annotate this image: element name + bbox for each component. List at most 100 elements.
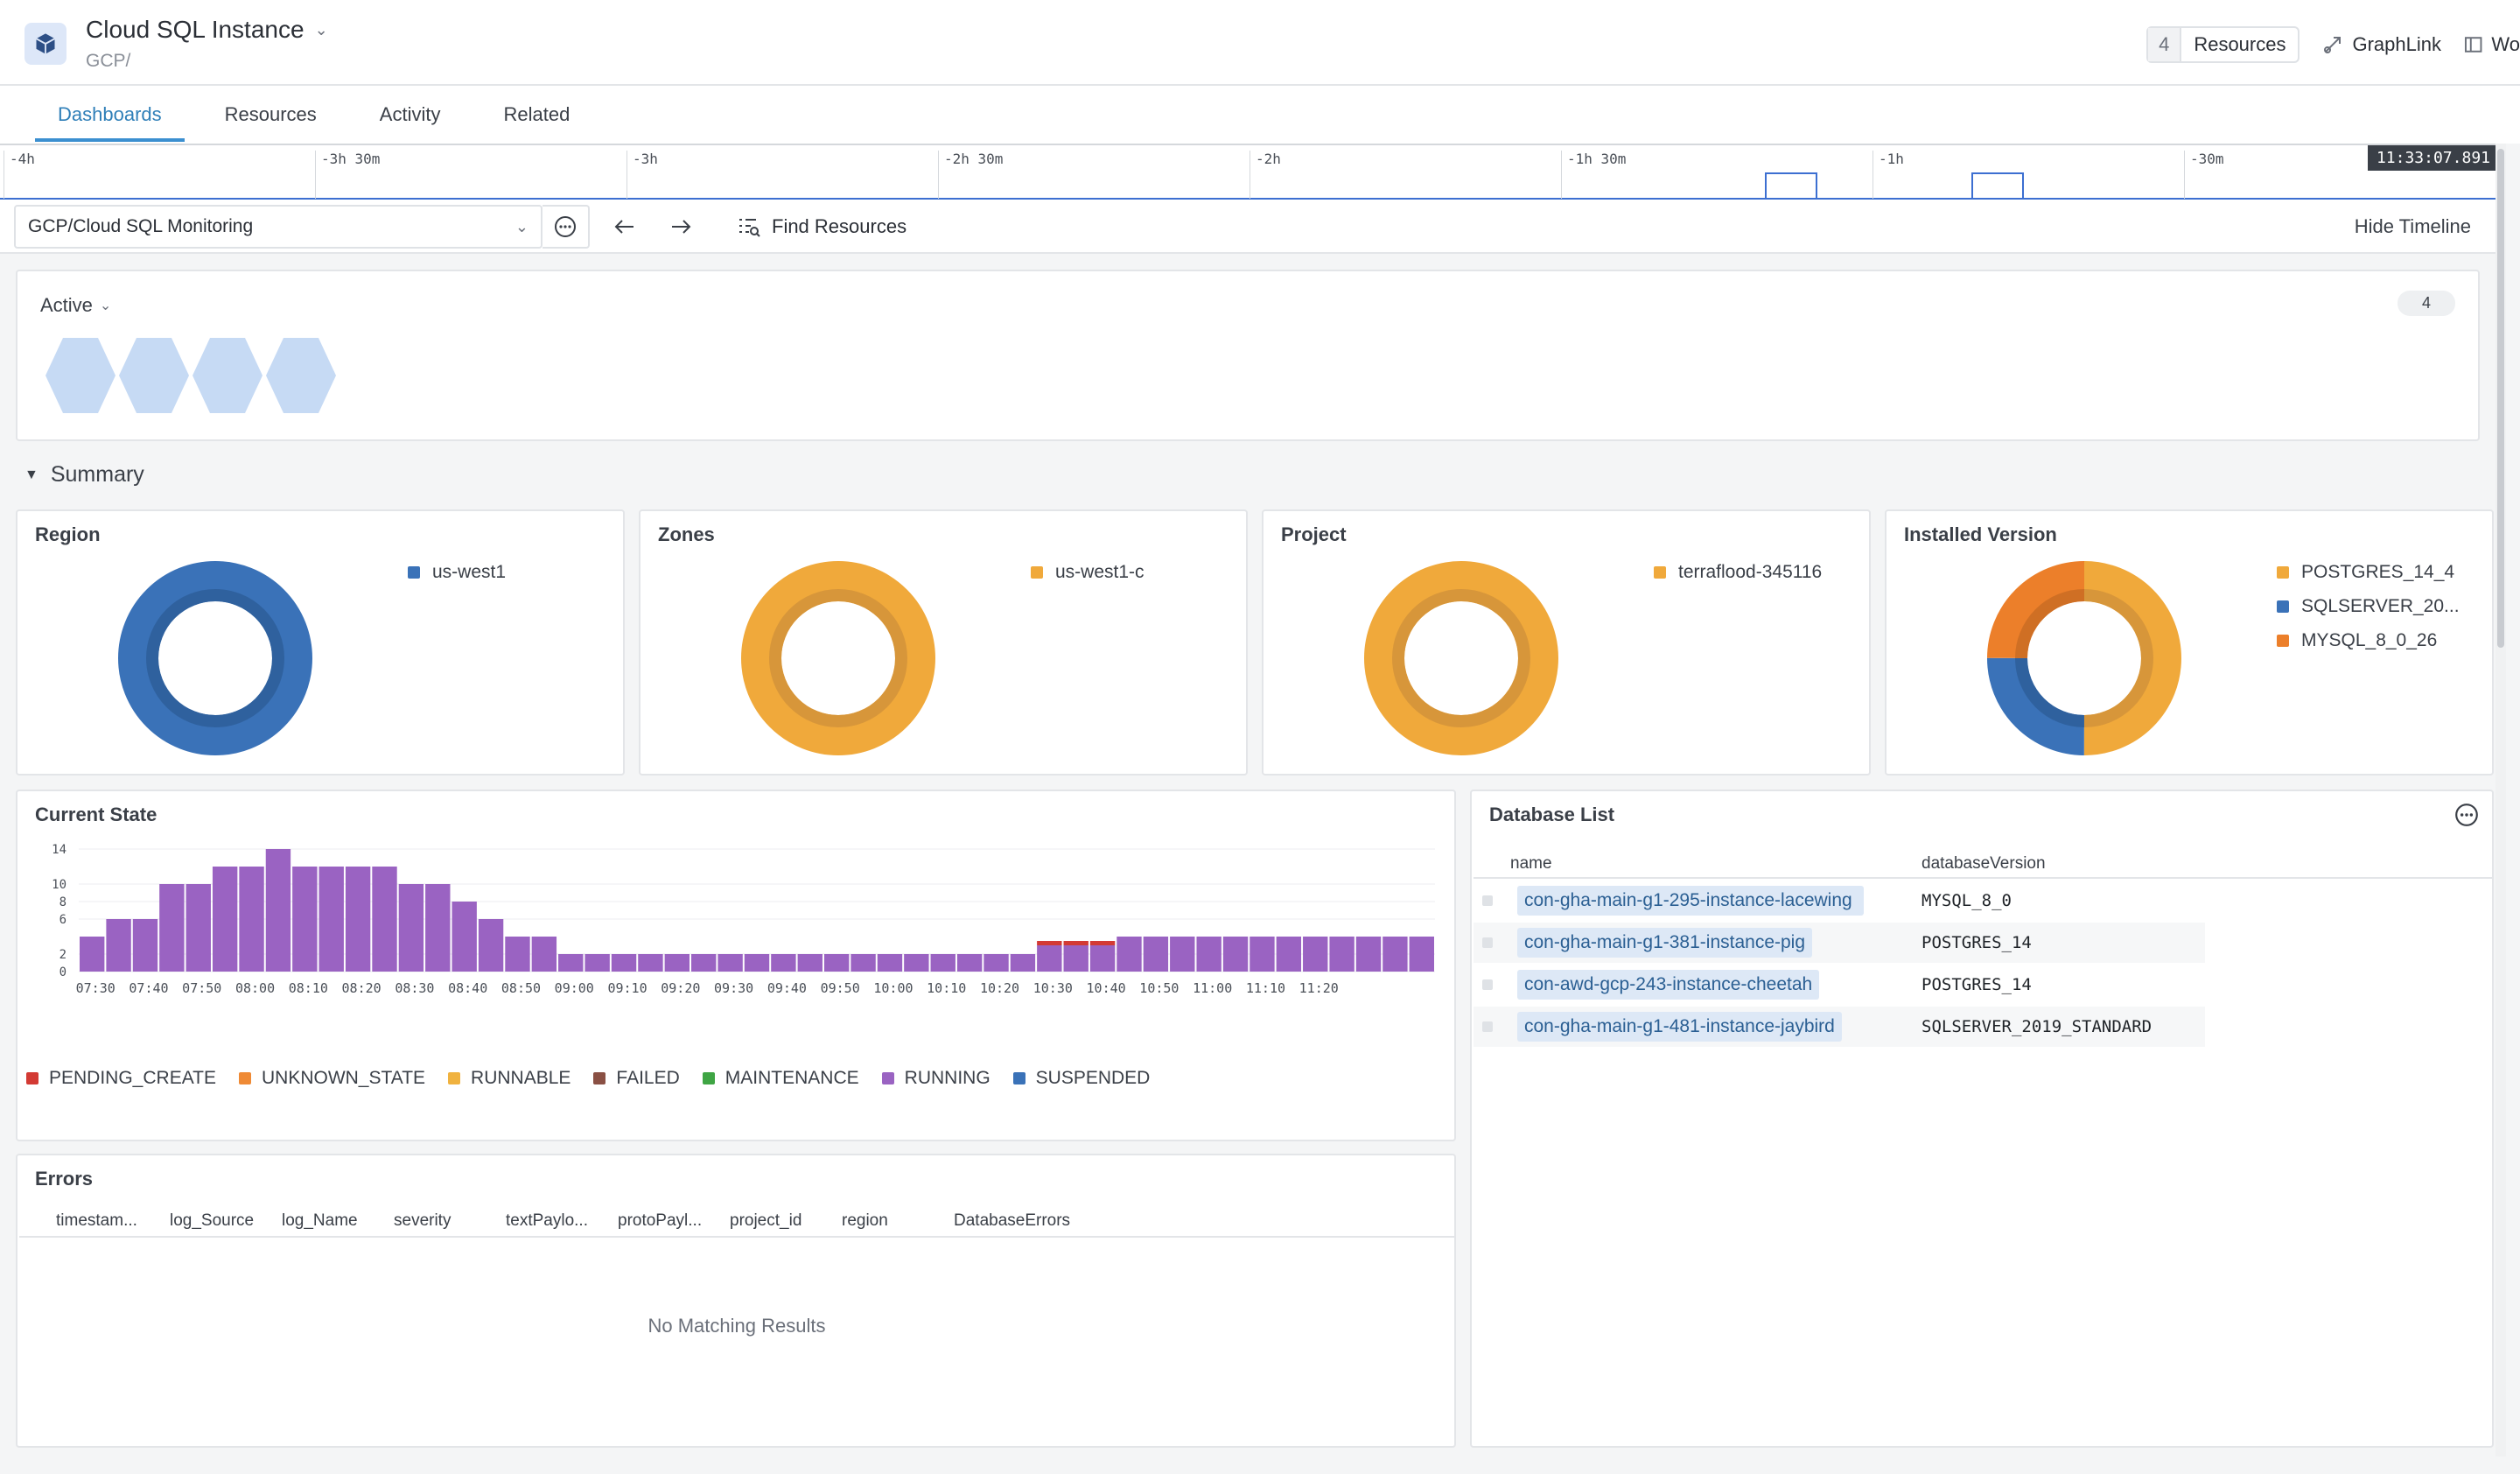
legend-item[interactable]: SQLSERVER_20... [2277,589,2460,623]
bar-running[interactable] [1170,937,1195,972]
bar-running[interactable] [1382,937,1408,972]
bar-running[interactable] [1276,937,1302,972]
table-row[interactable]: con-awd-gcp-243-instance-cheetah POSTGRE… [1474,965,2205,1005]
page-scrollbar-thumb[interactable] [2497,149,2504,648]
legend-item[interactable]: RUNNABLE [448,1068,570,1089]
bar-running[interactable] [611,954,637,972]
bar-running[interactable] [1355,937,1382,972]
instance-name-chip[interactable]: con-gha-main-g1-481-instance-jaybird [1517,1012,1842,1042]
table-row[interactable]: con-gha-main-g1-381-instance-pig POSTGRE… [1474,923,2205,963]
bar-running[interactable] [1010,954,1036,972]
legend-item[interactable]: FAILED [593,1068,680,1089]
current-state-chart[interactable]: 0 2 6 8 10 14 07:30 07:40 07:50 08:00 08:10 08:20 08… [26,840,1444,1068]
bar-running[interactable] [505,937,530,972]
bar-pending-create[interactable] [1089,941,1116,945]
bar-running[interactable] [318,867,344,972]
workspace-button[interactable]: Wo [2464,33,2520,56]
table-row[interactable]: con-gha-main-g1-295-instance-lacewing MY… [1474,881,2205,921]
instance-name-chip[interactable]: con-awd-gcp-243-instance-cheetah [1517,970,1820,1000]
bar-pending-create[interactable] [1063,941,1088,945]
column-header[interactable]: severity [394,1211,452,1230]
dashboard-select[interactable]: GCP/Cloud SQL Monitoring ⌄ [14,205,542,249]
bar-running[interactable] [877,954,903,972]
legend-item[interactable]: SUSPENDED [1012,1068,1150,1089]
legend-item[interactable]: RUNNING [881,1068,990,1089]
column-header[interactable]: region [842,1211,888,1230]
bar-running[interactable] [691,954,717,972]
column-header-name[interactable]: name [1510,854,1552,873]
legend-item[interactable]: us-west1-c [1031,555,1144,589]
bar-running[interactable] [1329,937,1354,972]
legend-item[interactable]: MAINTENANCE [702,1068,859,1089]
column-header-version[interactable]: databaseVersion [1922,854,2046,873]
project-donut[interactable] [1356,560,1566,770]
bar-running[interactable] [584,954,610,972]
tab-activity[interactable]: Activity [379,103,441,125]
table-row[interactable]: con-gha-main-g1-481-instance-jaybird SQL… [1474,1007,2205,1047]
legend-item[interactable]: UNKNOWN_STATE [238,1068,425,1089]
more-options-button[interactable] [542,205,590,249]
legend-item[interactable]: POSTGRES_14_4 [2277,555,2460,589]
bar-running[interactable] [186,884,211,972]
bar-running[interactable] [956,954,983,972]
bar-running[interactable] [850,954,876,972]
column-header[interactable]: DatabaseErrors [954,1211,1071,1230]
graphlink-button[interactable]: GraphLink [2322,33,2441,56]
bar-running[interactable] [1037,945,1062,972]
legend-item[interactable]: terraflood-345116 [1654,555,1822,589]
bar-running[interactable] [1250,937,1275,972]
bar-running[interactable] [345,867,371,972]
breadcrumb[interactable]: GCP/ [86,51,131,71]
column-header[interactable]: protoPayl... [618,1211,703,1230]
bar-running[interactable] [1303,937,1328,972]
bar-running[interactable] [452,902,477,972]
bar-running[interactable] [398,884,424,972]
column-header[interactable]: log_Name [282,1211,358,1230]
bar-running[interactable] [265,849,291,972]
bar-running[interactable] [744,954,770,972]
bar-running[interactable] [1143,937,1169,972]
bar-running[interactable] [930,954,956,972]
bar-running[interactable] [1409,937,1434,972]
bar-running[interactable] [292,867,318,972]
summary-section-toggle[interactable]: ▼ Summary [24,462,144,488]
bar-running[interactable] [1196,937,1222,972]
bar-running[interactable] [239,867,264,972]
column-header[interactable]: textPaylo... [506,1211,588,1230]
bar-running[interactable] [797,954,822,972]
resource-hexagon[interactable] [119,338,189,413]
page-title[interactable]: Cloud SQL Instance ⌄ [86,16,328,44]
bar-running[interactable] [1063,945,1088,972]
column-header[interactable]: log_Source [170,1211,255,1230]
bar-running[interactable] [106,919,131,972]
legend-item[interactable]: MYSQL_8_0_26 [2277,623,2460,657]
bar-running[interactable] [664,954,690,972]
tab-resources[interactable]: Resources [224,103,317,125]
bar-running[interactable] [718,954,743,972]
tab-related[interactable]: Related [503,103,570,125]
back-button[interactable] [609,205,640,249]
bar-running[interactable] [159,884,185,972]
instance-name-chip[interactable]: con-gha-main-g1-381-instance-pig [1517,928,1813,958]
bar-running[interactable] [372,867,397,972]
bar-running[interactable] [531,937,557,972]
bar-running[interactable] [425,884,451,972]
bar-running[interactable] [638,954,663,972]
bar-running[interactable] [558,954,584,972]
bar-running[interactable] [1222,937,1249,972]
legend-item[interactable]: PENDING_CREATE [26,1068,216,1089]
bar-running[interactable] [823,954,850,972]
tab-dashboards[interactable]: Dashboards [26,86,193,144]
bar-running[interactable] [80,937,105,972]
resource-hexagon[interactable] [192,338,262,413]
bar-running[interactable] [212,867,238,972]
installed-version-donut[interactable] [1979,560,2189,770]
hide-timeline-button[interactable]: Hide Timeline [2354,215,2471,237]
bar-running[interactable] [984,954,1009,972]
active-filter[interactable]: Active ⌄ [40,294,111,317]
bar-running[interactable] [904,954,929,972]
resource-hexagon[interactable] [266,338,336,413]
zones-donut[interactable] [733,560,943,770]
column-header[interactable]: project_id [730,1211,802,1230]
timeline[interactable]: -4h -3h 30m -3h -2h 30m -2h -1h 30m -1h … [0,144,2502,200]
